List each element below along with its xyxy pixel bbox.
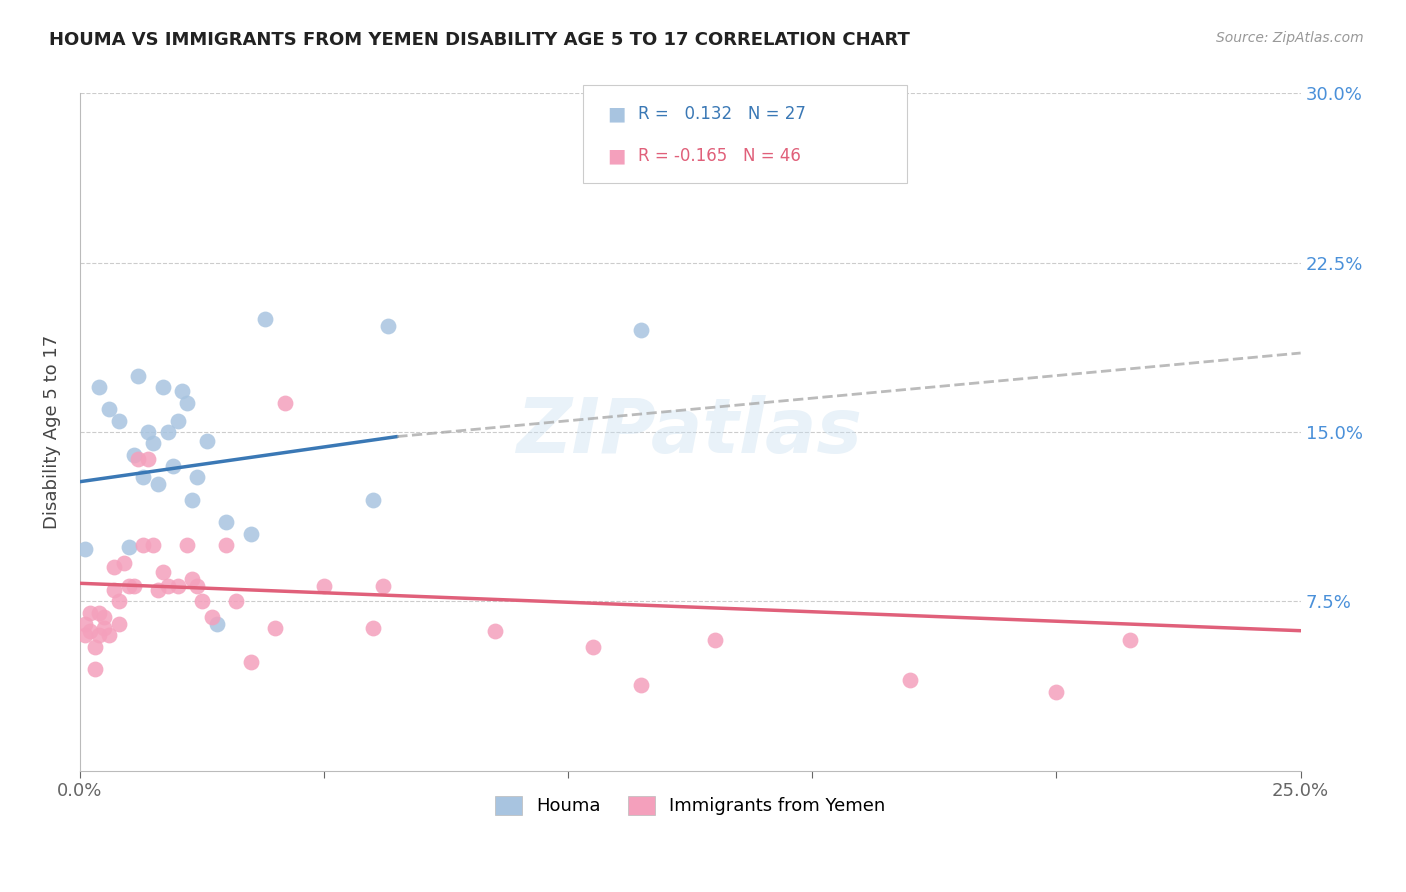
Text: ■: ■	[607, 146, 626, 166]
Point	[73, 616, 96, 631]
Point	[142, 538, 165, 552]
Point	[98, 402, 121, 417]
Point	[630, 678, 652, 692]
Point	[166, 414, 188, 428]
Text: R =   0.132   N = 27: R = 0.132 N = 27	[638, 105, 806, 123]
Point	[225, 594, 247, 608]
Point	[181, 492, 204, 507]
Point	[108, 616, 131, 631]
Point	[156, 425, 179, 439]
Point	[215, 516, 238, 530]
Point	[274, 395, 297, 409]
Point	[898, 673, 921, 688]
Point	[93, 610, 115, 624]
Point	[484, 624, 506, 638]
Point	[73, 542, 96, 557]
Point	[93, 622, 115, 636]
Point	[312, 578, 335, 592]
Point	[142, 436, 165, 450]
Point	[361, 622, 384, 636]
Point	[703, 632, 725, 647]
Point	[152, 565, 174, 579]
Point	[162, 458, 184, 473]
Point	[156, 578, 179, 592]
Point	[205, 616, 228, 631]
Point	[176, 538, 198, 552]
Point	[103, 560, 125, 574]
Point	[264, 622, 287, 636]
Point	[132, 538, 155, 552]
Point	[186, 578, 208, 592]
Text: Source: ZipAtlas.com: Source: ZipAtlas.com	[1216, 31, 1364, 45]
Legend: Houma, Immigrants from Yemen: Houma, Immigrants from Yemen	[488, 789, 893, 822]
Point	[127, 368, 149, 383]
Y-axis label: Disability Age 5 to 17: Disability Age 5 to 17	[44, 334, 60, 529]
Point	[361, 492, 384, 507]
Point	[146, 477, 169, 491]
Point	[166, 578, 188, 592]
Point	[136, 452, 159, 467]
Point	[191, 594, 214, 608]
Point	[89, 380, 111, 394]
Point	[195, 434, 218, 448]
Point	[83, 640, 105, 654]
Point	[201, 610, 224, 624]
Point	[98, 628, 121, 642]
Text: ZIPatlas: ZIPatlas	[517, 395, 863, 469]
Point	[1119, 632, 1142, 647]
Point	[377, 318, 399, 333]
Point	[89, 628, 111, 642]
Text: R = -0.165   N = 46: R = -0.165 N = 46	[638, 147, 801, 165]
Text: ■: ■	[607, 104, 626, 124]
Point	[89, 606, 111, 620]
Point	[239, 656, 262, 670]
Point	[176, 395, 198, 409]
Point	[103, 583, 125, 598]
Point	[79, 624, 101, 638]
Point	[581, 640, 603, 654]
Point	[122, 578, 145, 592]
Point	[118, 540, 141, 554]
Point	[239, 526, 262, 541]
Point	[254, 312, 277, 326]
Point	[79, 606, 101, 620]
Point	[1045, 684, 1067, 698]
Point	[215, 538, 238, 552]
Point	[136, 425, 159, 439]
Point	[73, 628, 96, 642]
Point	[118, 578, 141, 592]
Point	[112, 556, 135, 570]
Point	[186, 470, 208, 484]
Point	[181, 572, 204, 586]
Point	[630, 323, 652, 337]
Point	[371, 578, 394, 592]
Point	[152, 380, 174, 394]
Point	[146, 583, 169, 598]
Point	[127, 452, 149, 467]
Point	[132, 470, 155, 484]
Point	[122, 448, 145, 462]
Point	[108, 414, 131, 428]
Point	[108, 594, 131, 608]
Point	[83, 662, 105, 676]
Text: HOUMA VS IMMIGRANTS FROM YEMEN DISABILITY AGE 5 TO 17 CORRELATION CHART: HOUMA VS IMMIGRANTS FROM YEMEN DISABILIT…	[49, 31, 910, 49]
Point	[172, 384, 194, 399]
